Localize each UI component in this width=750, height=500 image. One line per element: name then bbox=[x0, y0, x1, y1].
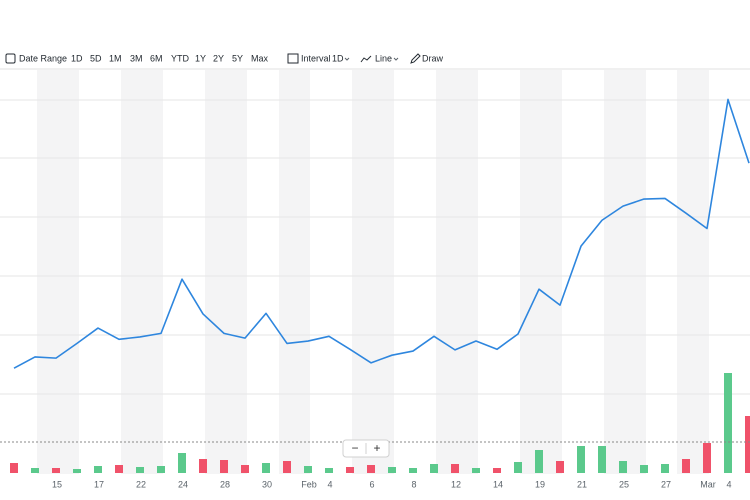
interval-value[interactable]: 1D bbox=[332, 53, 344, 63]
volume-bar bbox=[283, 461, 291, 473]
volume-bar bbox=[409, 468, 417, 473]
volume-bar bbox=[619, 461, 627, 473]
range-button[interactable]: 3M bbox=[130, 53, 143, 63]
volume-bar bbox=[472, 468, 480, 473]
x-tick-label: 12 bbox=[451, 479, 461, 489]
date-range-button[interactable]: Date Range bbox=[19, 53, 67, 63]
price-line bbox=[13, 98, 750, 369]
zoom-in[interactable]: + bbox=[373, 441, 380, 455]
range-button[interactable]: 5Y bbox=[232, 53, 243, 63]
x-tick-label: Mar bbox=[700, 479, 716, 489]
volume-bar bbox=[388, 467, 396, 473]
x-tick-label: Feb bbox=[301, 479, 317, 489]
pencil-icon bbox=[410, 53, 421, 64]
volume-bar bbox=[73, 469, 81, 473]
range-button[interactable]: 1M bbox=[109, 53, 122, 63]
volume-bar bbox=[556, 461, 564, 473]
range-button[interactable]: 1D bbox=[71, 53, 83, 63]
x-tick-label: 6 bbox=[369, 479, 374, 489]
volume-bar bbox=[745, 416, 750, 473]
volume-bar bbox=[178, 453, 186, 473]
volume-bar bbox=[661, 464, 669, 473]
range-button[interactable]: 2Y bbox=[213, 53, 224, 63]
volume-bar bbox=[325, 468, 333, 473]
volume-bar bbox=[157, 466, 165, 473]
volume-bar bbox=[94, 466, 102, 473]
volume-bar bbox=[115, 465, 123, 473]
volume-bar bbox=[346, 467, 354, 473]
volume-bar bbox=[430, 464, 438, 473]
week-stripes bbox=[37, 70, 709, 474]
x-tick-label: 27 bbox=[661, 479, 671, 489]
range-button[interactable]: Max bbox=[251, 53, 269, 63]
chevron bbox=[344, 57, 350, 61]
range-button[interactable]: 5D bbox=[90, 53, 102, 63]
volume-bar bbox=[577, 446, 585, 473]
volume-bar bbox=[199, 459, 207, 473]
volume-bar bbox=[703, 443, 711, 473]
volume-bar bbox=[598, 446, 606, 473]
x-tick-label: 25 bbox=[619, 479, 629, 489]
range-button[interactable]: YTD bbox=[171, 53, 190, 63]
range-button[interactable]: 1Y bbox=[195, 53, 206, 63]
x-tick-label: 24 bbox=[178, 479, 188, 489]
volume-bar bbox=[262, 463, 270, 473]
volume-bar bbox=[514, 462, 522, 473]
chevron bbox=[393, 57, 399, 61]
x-tick-label: 17 bbox=[94, 479, 104, 489]
x-tick-label: 28 bbox=[220, 479, 230, 489]
volume-bar bbox=[535, 450, 543, 473]
x-tick-label: 22 bbox=[136, 479, 146, 489]
volume-bar bbox=[367, 465, 375, 473]
x-tick-label: 30 bbox=[262, 479, 272, 489]
x-tick-label: 8 bbox=[411, 479, 416, 489]
line-icon bbox=[360, 55, 372, 63]
volume-bar bbox=[640, 465, 648, 473]
volume-bar bbox=[451, 464, 459, 473]
zoom-out[interactable]: − bbox=[351, 441, 358, 455]
volume-bar bbox=[31, 468, 39, 473]
x-tick-label: 4 bbox=[327, 479, 332, 489]
volume-bar bbox=[724, 373, 732, 473]
volume-bar bbox=[304, 466, 312, 473]
volume-bar bbox=[220, 460, 228, 473]
x-tick-label: 19 bbox=[535, 479, 545, 489]
volume-bar bbox=[52, 468, 60, 473]
draw-button[interactable]: Draw bbox=[422, 53, 444, 63]
range-button[interactable]: 6M bbox=[150, 53, 163, 63]
volume-bar bbox=[241, 465, 249, 473]
x-tick-label: 15 bbox=[52, 479, 62, 489]
volume-bar bbox=[136, 467, 144, 473]
x-tick-label: 4 bbox=[726, 479, 731, 489]
interval-button[interactable]: Interval bbox=[301, 53, 331, 63]
x-tick-label: 14 bbox=[493, 479, 503, 489]
interval-icon bbox=[287, 53, 299, 64]
volume-bar bbox=[493, 468, 501, 473]
volume-bar bbox=[682, 459, 690, 473]
volume-bar bbox=[10, 463, 18, 473]
x-tick-label: 21 bbox=[577, 479, 587, 489]
chart-type-button[interactable]: Line bbox=[375, 53, 392, 63]
calendar-icon bbox=[5, 53, 16, 64]
grid bbox=[0, 99, 750, 395]
